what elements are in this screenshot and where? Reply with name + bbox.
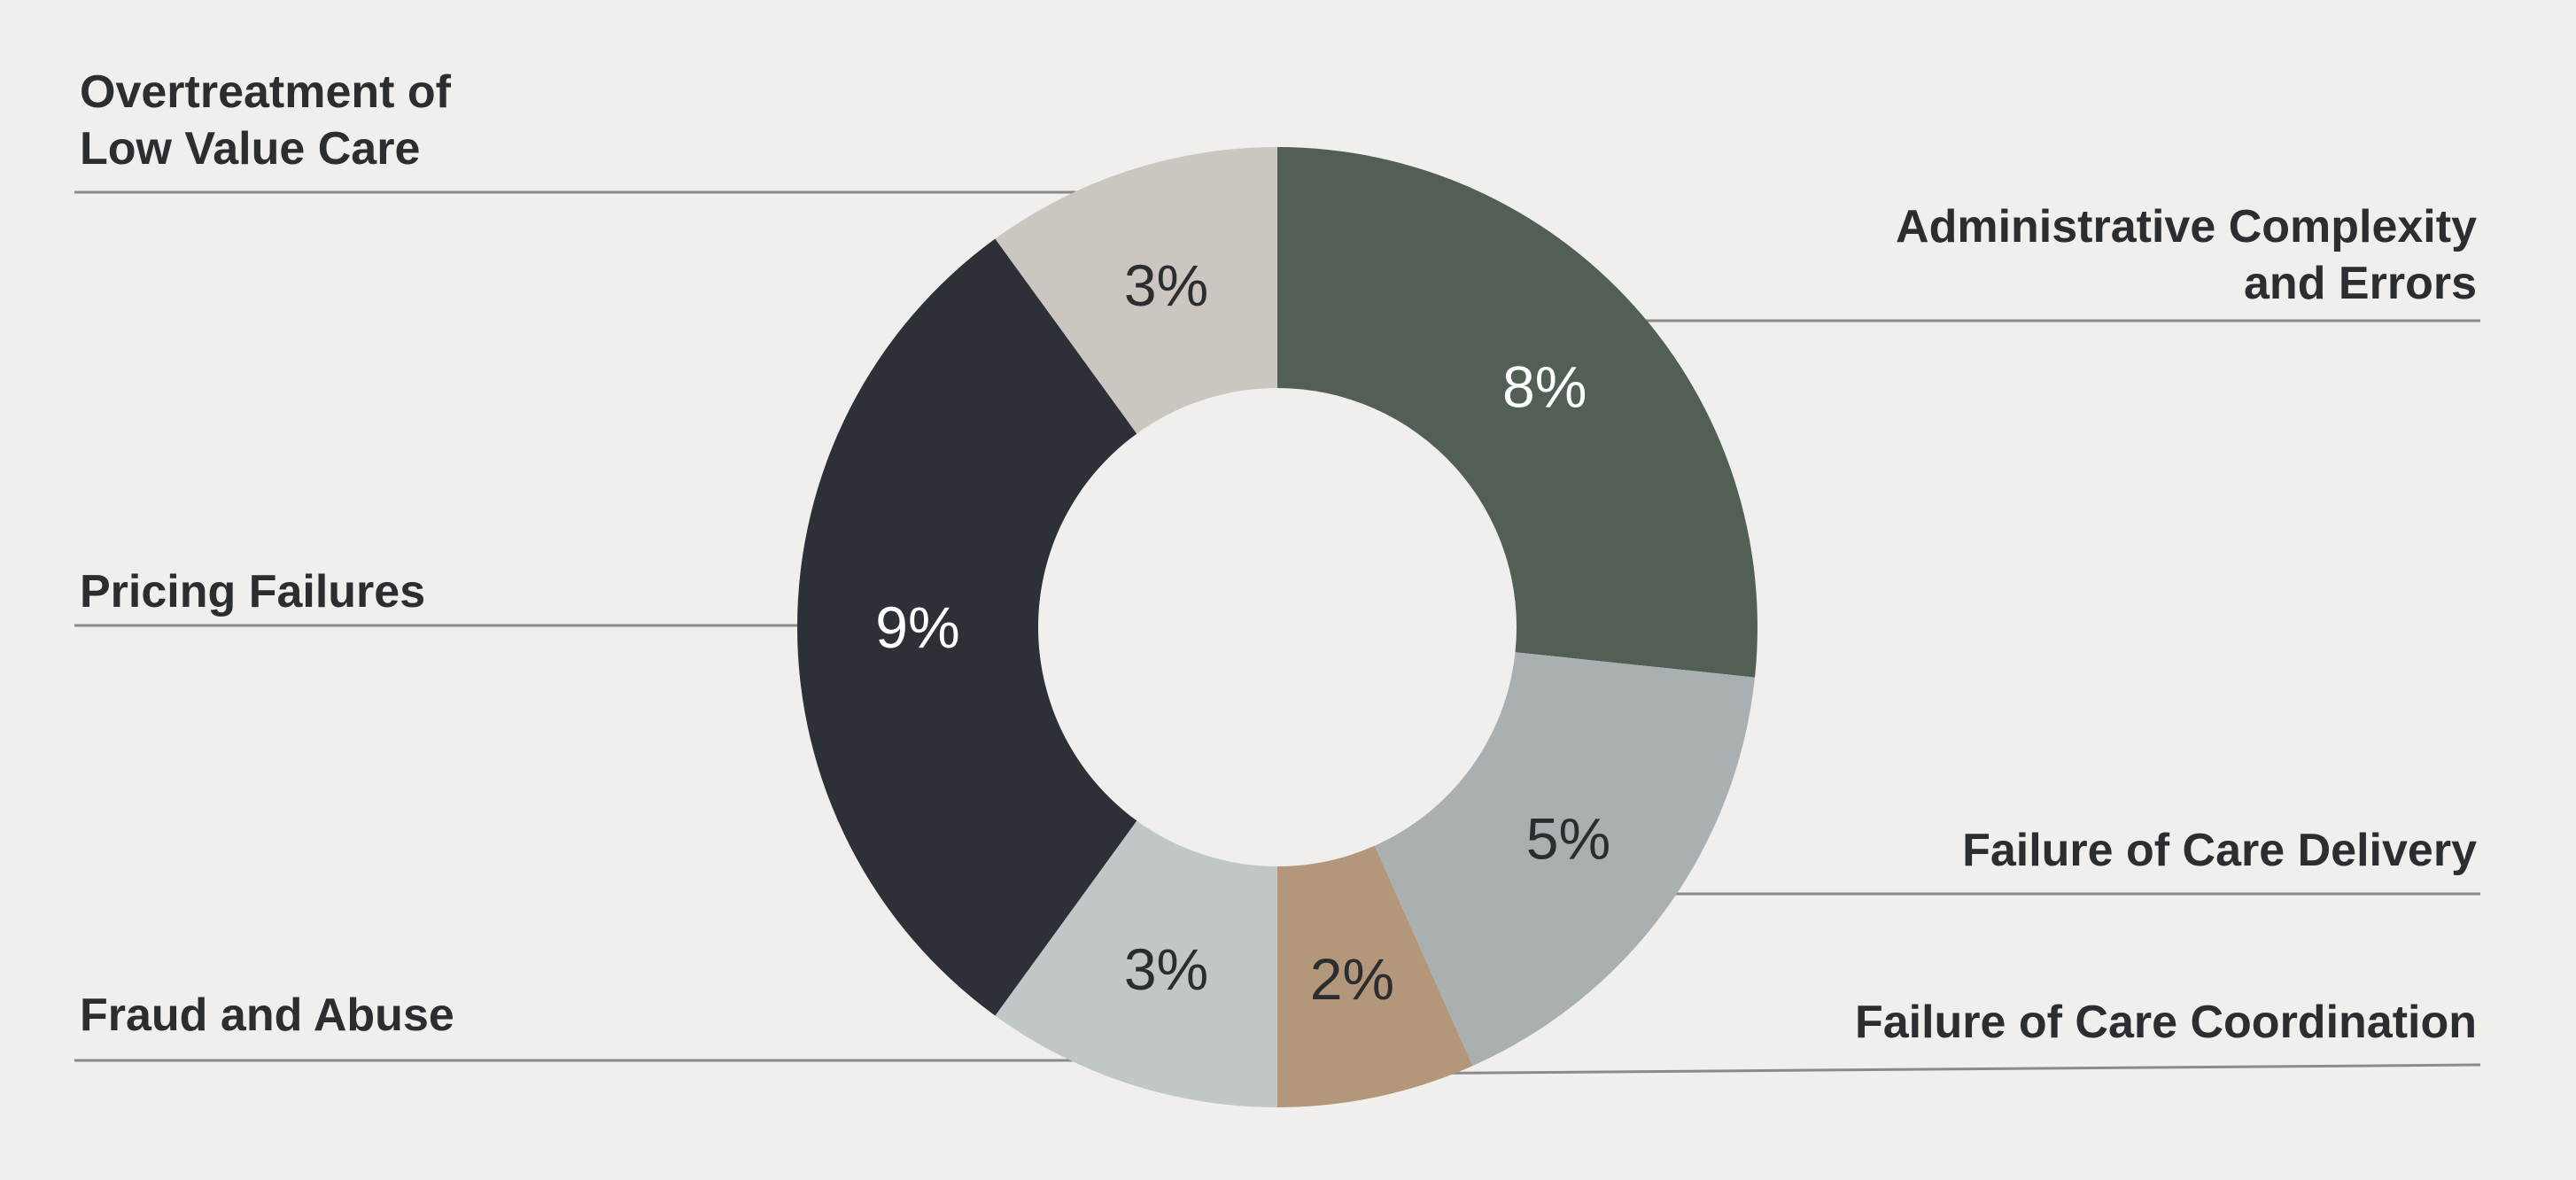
slice-pricing-failures — [797, 238, 1137, 1016]
slice-overtreatment — [995, 147, 1277, 434]
category-label-failure-of-care-coordination: Failure of Care Coordination — [1854, 997, 2477, 1048]
slice-value-label-fraud-and-abuse: 3% — [1124, 936, 1208, 1002]
category-label-failure-of-care-delivery: Failure of Care Delivery — [1962, 825, 2477, 876]
slice-value-label-failure-of-care-coordination: 2% — [1310, 946, 1394, 1012]
category-label-administrative-complexity: Administrative Complexity and Errors — [1896, 201, 2477, 309]
slice-value-label-administrative-complexity: 8% — [1502, 353, 1587, 419]
category-label-overtreatment: Overtreatment of Low Value Care — [80, 66, 451, 175]
category-label-pricing-failures: Pricing Failures — [80, 566, 426, 617]
category-label-fraud-and-abuse: Fraud and Abuse — [80, 990, 454, 1041]
slice-failure-of-care-coordination — [1277, 845, 1473, 1107]
slice-failure-of-care-delivery — [1374, 652, 1756, 1067]
slice-value-label-pricing-failures: 9% — [875, 594, 959, 660]
slice-administrative-complexity — [1277, 147, 1757, 678]
slice-value-labels: 8% 5% 2% 3% 9% 3% — [875, 252, 1610, 1012]
leader-line-failure-of-care-coordination — [1379, 1063, 2481, 1075]
slice-value-label-overtreatment: 3% — [1124, 252, 1208, 318]
slice-value-label-failure-of-care-delivery: 5% — [1526, 806, 1610, 872]
donut-slices — [797, 147, 1757, 1107]
slice-fraud-and-abuse — [995, 820, 1277, 1107]
